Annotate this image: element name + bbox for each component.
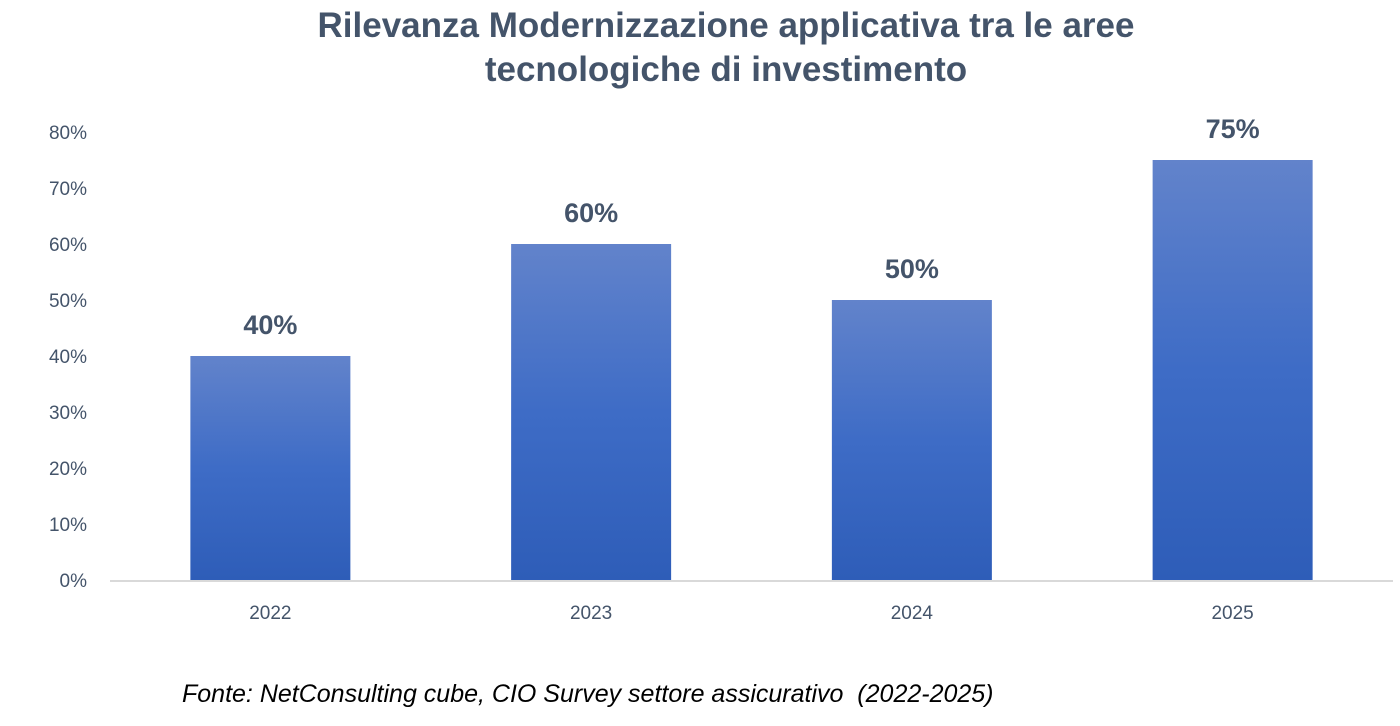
data-label: 40% — [243, 310, 297, 340]
y-tick-label: 80% — [49, 123, 87, 144]
source-note: Fonte: NetConsulting cube, CIO Survey se… — [182, 680, 994, 708]
y-tick-label: 50% — [49, 291, 87, 312]
data-label: 60% — [564, 198, 618, 228]
data-label: 75% — [1206, 114, 1260, 144]
y-tick-label: 10% — [49, 515, 87, 536]
bar-2024 — [831, 300, 992, 580]
chart-title-line-2: tecnologiche di investimento — [484, 50, 968, 89]
chart-title-line-1: Rilevanza Modernizzazione applicativa tr… — [317, 6, 1135, 45]
bar-2023 — [511, 244, 672, 580]
y-tick-label: 40% — [49, 347, 87, 368]
chart-title: Rilevanza Modernizzazione applicativa tr… — [0, 4, 1400, 92]
y-tick-label: 0% — [60, 571, 88, 592]
y-tick-label: 60% — [49, 235, 87, 256]
x-tick-label: 2023 — [570, 603, 612, 624]
bar-2022 — [190, 356, 351, 580]
x-tick-label: 2022 — [249, 603, 291, 624]
y-tick-label: 70% — [49, 179, 87, 200]
x-tick-label: 2024 — [891, 603, 934, 624]
y-tick-label: 20% — [49, 459, 87, 480]
data-label: 50% — [885, 254, 939, 284]
x-tick-label: 2025 — [1211, 603, 1253, 624]
y-tick-label: 30% — [49, 403, 87, 424]
bar-2025 — [1152, 160, 1313, 580]
